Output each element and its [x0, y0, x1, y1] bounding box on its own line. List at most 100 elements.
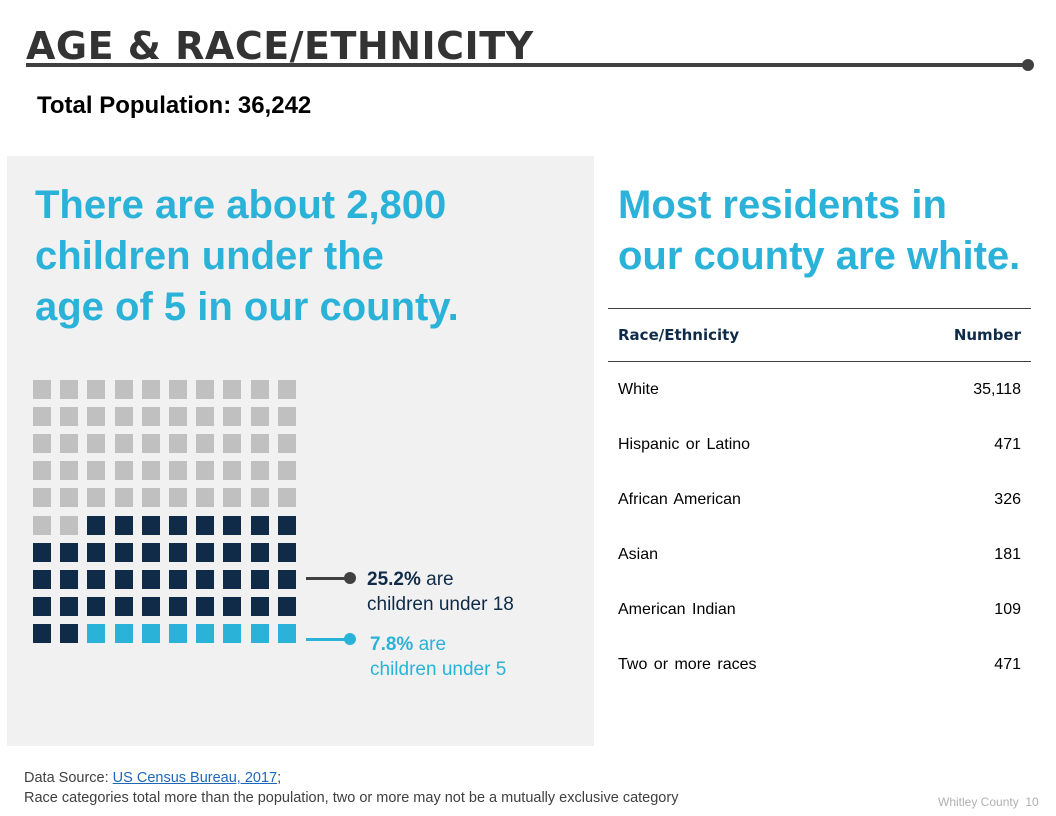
- waffle-cell-gray: [114, 407, 133, 427]
- waffle-cell-gray: [277, 488, 296, 508]
- race-count: 109: [994, 600, 1021, 618]
- headline-line: children under the: [35, 234, 384, 278]
- waffle-cell-gray: [250, 461, 269, 481]
- waffle-cell-under18: [33, 569, 51, 589]
- waffle-chart: [33, 380, 303, 652]
- waffle-cell-gray: [223, 434, 242, 454]
- waffle-cell-under18: [33, 623, 51, 643]
- waffle-cell-under18: [169, 542, 187, 562]
- waffle-cell-under18: [114, 542, 133, 562]
- waffle-cell-under5: [196, 623, 215, 643]
- waffle-cell-gray: [87, 380, 106, 399]
- waffle-cell-gray: [87, 407, 106, 427]
- waffle-cell-under18: [169, 569, 187, 589]
- under5-percent: 7.8%: [370, 634, 414, 655]
- waffle-cell-under18: [114, 515, 133, 535]
- waffle-cell-gray: [141, 407, 160, 427]
- race-count: 471: [994, 435, 1021, 453]
- waffle-cell-under18: [114, 569, 133, 589]
- waffle-cell-gray: [250, 380, 269, 399]
- headline-line: There are about 2,800: [35, 183, 447, 227]
- waffle-cell-under18: [223, 569, 242, 589]
- waffle-cell-gray: [196, 488, 215, 508]
- waffle-cell-gray: [250, 488, 269, 508]
- race-table: Race/Ethnicity Number White 35,118 Hispa…: [608, 308, 1031, 692]
- race-name: American Indian: [618, 600, 736, 618]
- waffle-cell-under18: [60, 623, 79, 643]
- total-population: Total Population: 36,242: [37, 92, 312, 119]
- under5-callout: 7.8% are children under 5: [370, 632, 506, 682]
- waffle-cell-gray: [196, 434, 215, 454]
- waffle-cell-under18: [169, 515, 187, 535]
- source-prefix: Data Source:: [24, 770, 113, 786]
- waffle-cell-under18: [250, 515, 269, 535]
- waffle-cell-under18: [250, 596, 269, 616]
- headline-line: Most residents in: [618, 183, 947, 227]
- waffle-cell-under18: [141, 569, 160, 589]
- waffle-cell-gray: [60, 434, 79, 454]
- waffle-cell-under18: [196, 596, 215, 616]
- waffle-cell-under18: [169, 596, 187, 616]
- waffle-cell-under18: [141, 596, 160, 616]
- waffle-cell-under5: [169, 623, 187, 643]
- waffle-cell-under18: [196, 515, 215, 535]
- waffle-cell-gray: [33, 434, 51, 454]
- waffle-cell-under5: [250, 623, 269, 643]
- footer-county: Whitley County: [938, 795, 1019, 809]
- table-header-row: Race/Ethnicity Number: [608, 308, 1031, 362]
- page-number: 10: [1025, 795, 1039, 809]
- race-name: Asian: [618, 545, 659, 563]
- under18-label: children under 18: [367, 594, 514, 615]
- race-count: 35,118: [973, 380, 1021, 398]
- waffle-cell-gray: [33, 461, 51, 481]
- waffle-cell-under18: [277, 569, 296, 589]
- waffle-cell-under5: [87, 623, 106, 643]
- waffle-cell-gray: [114, 434, 133, 454]
- waffle-cell-gray: [223, 488, 242, 508]
- waffle-cell-gray: [33, 488, 51, 508]
- waffle-cell-gray: [196, 461, 215, 481]
- waffle-cell-under5: [141, 623, 160, 643]
- race-name: Two or more races: [618, 655, 757, 673]
- waffle-cell-gray: [114, 461, 133, 481]
- waffle-cell-gray: [60, 488, 79, 508]
- waffle-cell-under18: [277, 596, 296, 616]
- waffle-cell-gray: [250, 407, 269, 427]
- page-footer: Whitley County 10: [938, 795, 1039, 809]
- race-count: 326: [994, 490, 1021, 508]
- table-row: White 35,118: [608, 362, 1031, 418]
- waffle-cell-gray: [196, 407, 215, 427]
- waffle-cell-gray: [223, 461, 242, 481]
- waffle-cell-under18: [196, 542, 215, 562]
- column-header-race: Race/Ethnicity: [608, 308, 881, 362]
- table-row: Two or more races 471: [608, 637, 1031, 692]
- waffle-cell-gray: [277, 407, 296, 427]
- waffle-cell-gray: [277, 461, 296, 481]
- table-row: Hispanic or Latino 471: [608, 417, 1031, 472]
- waffle-cell-gray: [60, 407, 79, 427]
- page-title: AGE & RACE/ETHNICITY: [26, 24, 534, 68]
- waffle-cell-under18: [60, 569, 79, 589]
- waffle-cell-under18: [196, 569, 215, 589]
- waffle-cell-gray: [196, 380, 215, 399]
- waffle-cell-under5: [277, 623, 296, 643]
- waffle-cell-gray: [33, 407, 51, 427]
- race-name: Hispanic or Latino: [618, 435, 751, 453]
- source-note: Race categories total more than the popu…: [24, 790, 679, 806]
- waffle-cell-under18: [33, 596, 51, 616]
- waffle-cell-gray: [141, 380, 160, 399]
- race-count: 471: [994, 655, 1021, 673]
- waffle-cell-gray: [277, 380, 296, 399]
- waffle-cell-under18: [87, 596, 106, 616]
- waffle-cell-under18: [60, 542, 79, 562]
- waffle-cell-gray: [87, 488, 106, 508]
- waffle-cell-gray: [169, 380, 187, 399]
- source-link[interactable]: US Census Bureau, 2017: [112, 770, 278, 786]
- waffle-cell-gray: [60, 515, 79, 535]
- waffle-cell-under18: [114, 596, 133, 616]
- race-headline: Most residents in our county are white.: [618, 180, 1020, 282]
- waffle-cell-under18: [33, 542, 51, 562]
- waffle-cell-under5: [114, 623, 133, 643]
- waffle-cell-under18: [277, 542, 296, 562]
- waffle-cell-gray: [141, 434, 160, 454]
